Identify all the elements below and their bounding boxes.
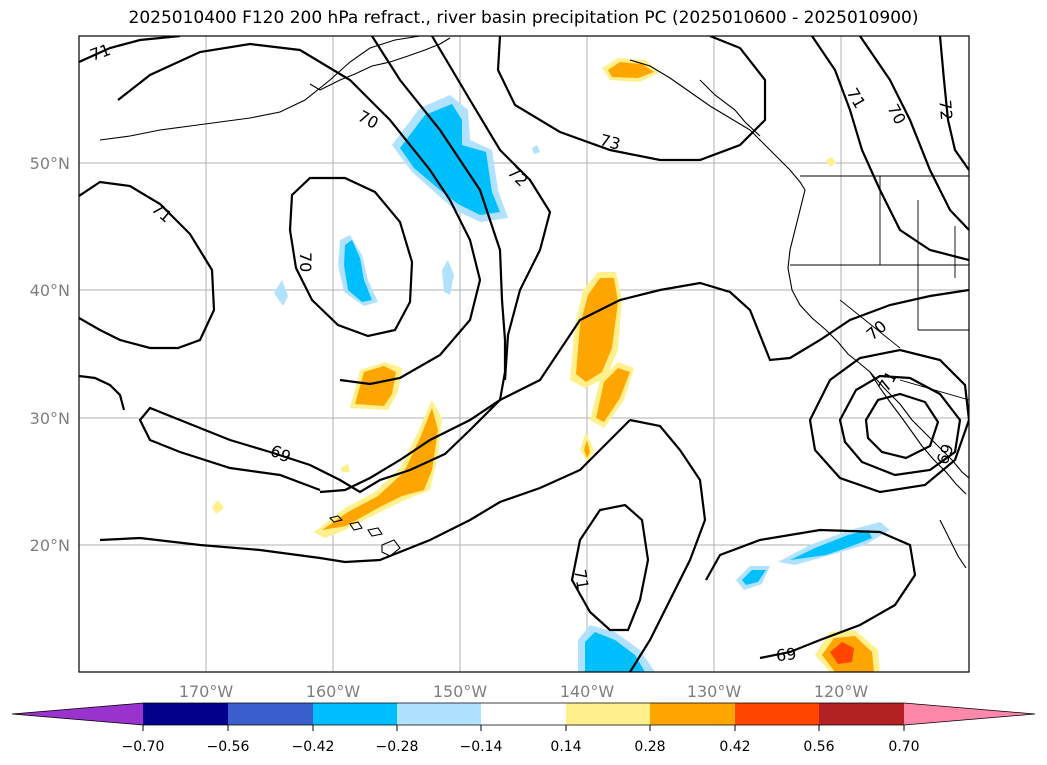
colorbar-tick-label: 0.28 <box>634 739 665 755</box>
colorbar-tick-label: 0.56 <box>803 739 834 755</box>
colorbar-tick-labels: −0.70 −0.56 −0.42 −0.28 −0.14 0.14 0.28 … <box>122 739 920 755</box>
colorbar-segment <box>143 703 228 725</box>
colorbar-segment <box>819 703 904 725</box>
colorbar-extend-right <box>904 703 1035 725</box>
colorbar-tick-label: −0.70 <box>122 739 165 755</box>
colorbar-segment <box>650 703 735 725</box>
colorbar-tick-label: −0.56 <box>207 739 250 755</box>
plot-frame <box>78 35 970 673</box>
contour-label: 69 <box>775 644 797 665</box>
colorbar-tick-label: 0.42 <box>719 739 750 755</box>
lat-tick-labels: 50°N 40°N 30°N 20°N <box>30 154 70 555</box>
lat-label: 30°N <box>30 409 70 428</box>
lat-label: 20°N <box>30 536 70 555</box>
colorbar-segment <box>566 703 650 725</box>
colorbar-tick-label: 0.14 <box>550 739 581 755</box>
colorbar-tick-label: −0.14 <box>460 739 503 755</box>
lon-label: 150°W <box>433 682 488 701</box>
lon-tick-labels: 170°W 160°W 150°W 140°W 130°W 120°W <box>179 682 869 701</box>
refractivity-contours <box>79 36 969 672</box>
map-title: 2025010400 F120 200 hPa refract., river … <box>128 8 919 28</box>
colorbar-segment <box>228 703 313 725</box>
lat-label: 50°N <box>30 154 70 173</box>
colorbar-segment <box>481 703 566 725</box>
colorbar-tick-label: 0.70 <box>888 739 919 755</box>
lon-label: 160°W <box>306 682 361 701</box>
lon-label: 170°W <box>179 682 234 701</box>
colorbar-segment <box>397 703 481 725</box>
colorbar-tick-label: −0.28 <box>376 739 419 755</box>
contour-label: 72 <box>935 99 956 121</box>
plot-area <box>79 36 969 672</box>
contour-label: 70 <box>296 252 315 272</box>
colorbar-extend-left <box>12 703 143 725</box>
colorbar-ticks <box>142 725 905 731</box>
colorbar-segment <box>735 703 819 725</box>
lon-label: 130°W <box>687 682 742 701</box>
coastlines <box>99 36 969 569</box>
contour-label: 73 <box>598 130 623 154</box>
colorbar: −0.70 −0.56 −0.42 −0.28 −0.14 0.14 0.28 … <box>11 702 1036 755</box>
lon-label: 140°W <box>560 682 615 701</box>
lon-label: 120°W <box>814 682 869 701</box>
lat-label: 40°N <box>30 281 70 300</box>
contour-label: 71 <box>570 568 592 591</box>
colorbar-tick-label: −0.42 <box>292 739 335 755</box>
colorbar-segment <box>313 703 397 725</box>
